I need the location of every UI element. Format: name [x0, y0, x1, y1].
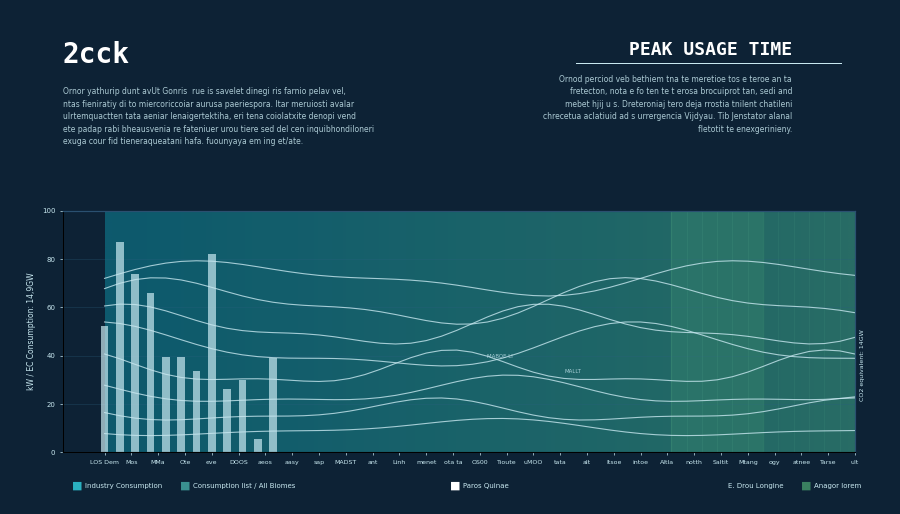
- Text: E. Drou Longine: E. Drou Longine: [727, 483, 783, 489]
- Bar: [254, 438, 262, 452]
- Bar: [131, 274, 139, 452]
- Bar: [193, 372, 201, 452]
- Text: Anagor lorem: Anagor lorem: [814, 483, 860, 489]
- Text: Consumption list / All Biomes: Consumption list / All Biomes: [193, 483, 295, 489]
- Bar: [162, 357, 169, 452]
- Bar: [147, 293, 154, 452]
- Text: ■: ■: [450, 481, 461, 491]
- Text: PEAK USAGE TIME: PEAK USAGE TIME: [629, 41, 792, 59]
- Text: Ornod perciod veb bethiem tna te meretioe tos e teroe an ta
fretecton, nota e fo: Ornod perciod veb bethiem tna te meretio…: [543, 75, 792, 134]
- Bar: [101, 325, 108, 452]
- Text: 2cck: 2cck: [63, 41, 130, 69]
- Y-axis label: kW / EC Consumption: 14,9GW: kW / EC Consumption: 14,9GW: [27, 273, 36, 390]
- Bar: [269, 358, 277, 452]
- Bar: [223, 390, 231, 452]
- Bar: [238, 380, 247, 452]
- Bar: [116, 242, 123, 452]
- Text: MALLT: MALLT: [564, 369, 580, 374]
- Bar: [208, 254, 216, 452]
- Text: ■: ■: [180, 481, 191, 491]
- Text: Paros Quinae: Paros Quinae: [463, 483, 508, 489]
- Text: Ornor yathurip dunt avUt Gonris  rue is savelet dinegi ris farnio pelav vel,
nta: Ornor yathurip dunt avUt Gonris rue is s…: [63, 87, 374, 146]
- Text: Industry Consumption: Industry Consumption: [85, 483, 162, 489]
- Text: MABOE Ll: MABOE Ll: [488, 354, 513, 359]
- Bar: [177, 357, 184, 452]
- Text: ■: ■: [801, 481, 812, 491]
- Bar: [671, 211, 763, 452]
- Text: ■: ■: [72, 481, 83, 491]
